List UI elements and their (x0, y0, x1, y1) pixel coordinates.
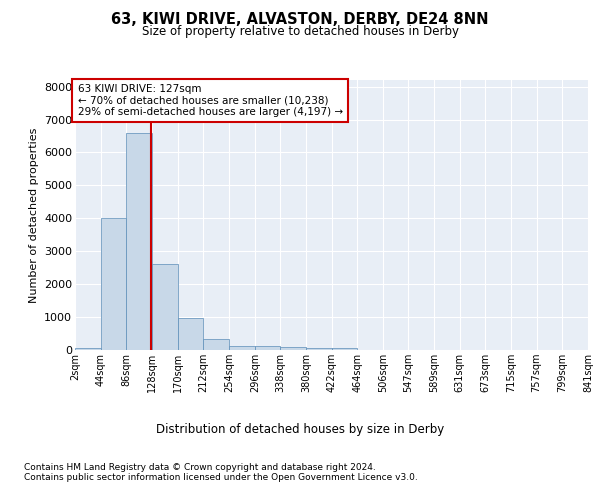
Y-axis label: Number of detached properties: Number of detached properties (29, 128, 38, 302)
Bar (255, 346, 280, 350)
Text: 63, KIWI DRIVE, ALVASTON, DERBY, DE24 8NN: 63, KIWI DRIVE, ALVASTON, DERBY, DE24 8N… (111, 12, 489, 28)
Bar (306, 348, 332, 350)
Bar (152, 264, 178, 350)
Text: Distribution of detached houses by size in Derby: Distribution of detached houses by size … (156, 422, 444, 436)
Text: Contains public sector information licensed under the Open Government Licence v3: Contains public sector information licen… (24, 472, 418, 482)
Bar (332, 348, 358, 350)
Bar (75, 348, 101, 350)
Text: Contains HM Land Registry data © Crown copyright and database right 2024.: Contains HM Land Registry data © Crown c… (24, 462, 376, 471)
Bar (280, 348, 306, 350)
Bar (178, 318, 203, 350)
Bar (127, 132, 152, 350)
Bar (229, 346, 255, 350)
Text: 63 KIWI DRIVE: 127sqm
← 70% of detached houses are smaller (10,238)
29% of semi-: 63 KIWI DRIVE: 127sqm ← 70% of detached … (77, 84, 343, 117)
Text: Size of property relative to detached houses in Derby: Size of property relative to detached ho… (142, 25, 458, 38)
Bar (203, 340, 229, 350)
Bar (101, 218, 127, 350)
